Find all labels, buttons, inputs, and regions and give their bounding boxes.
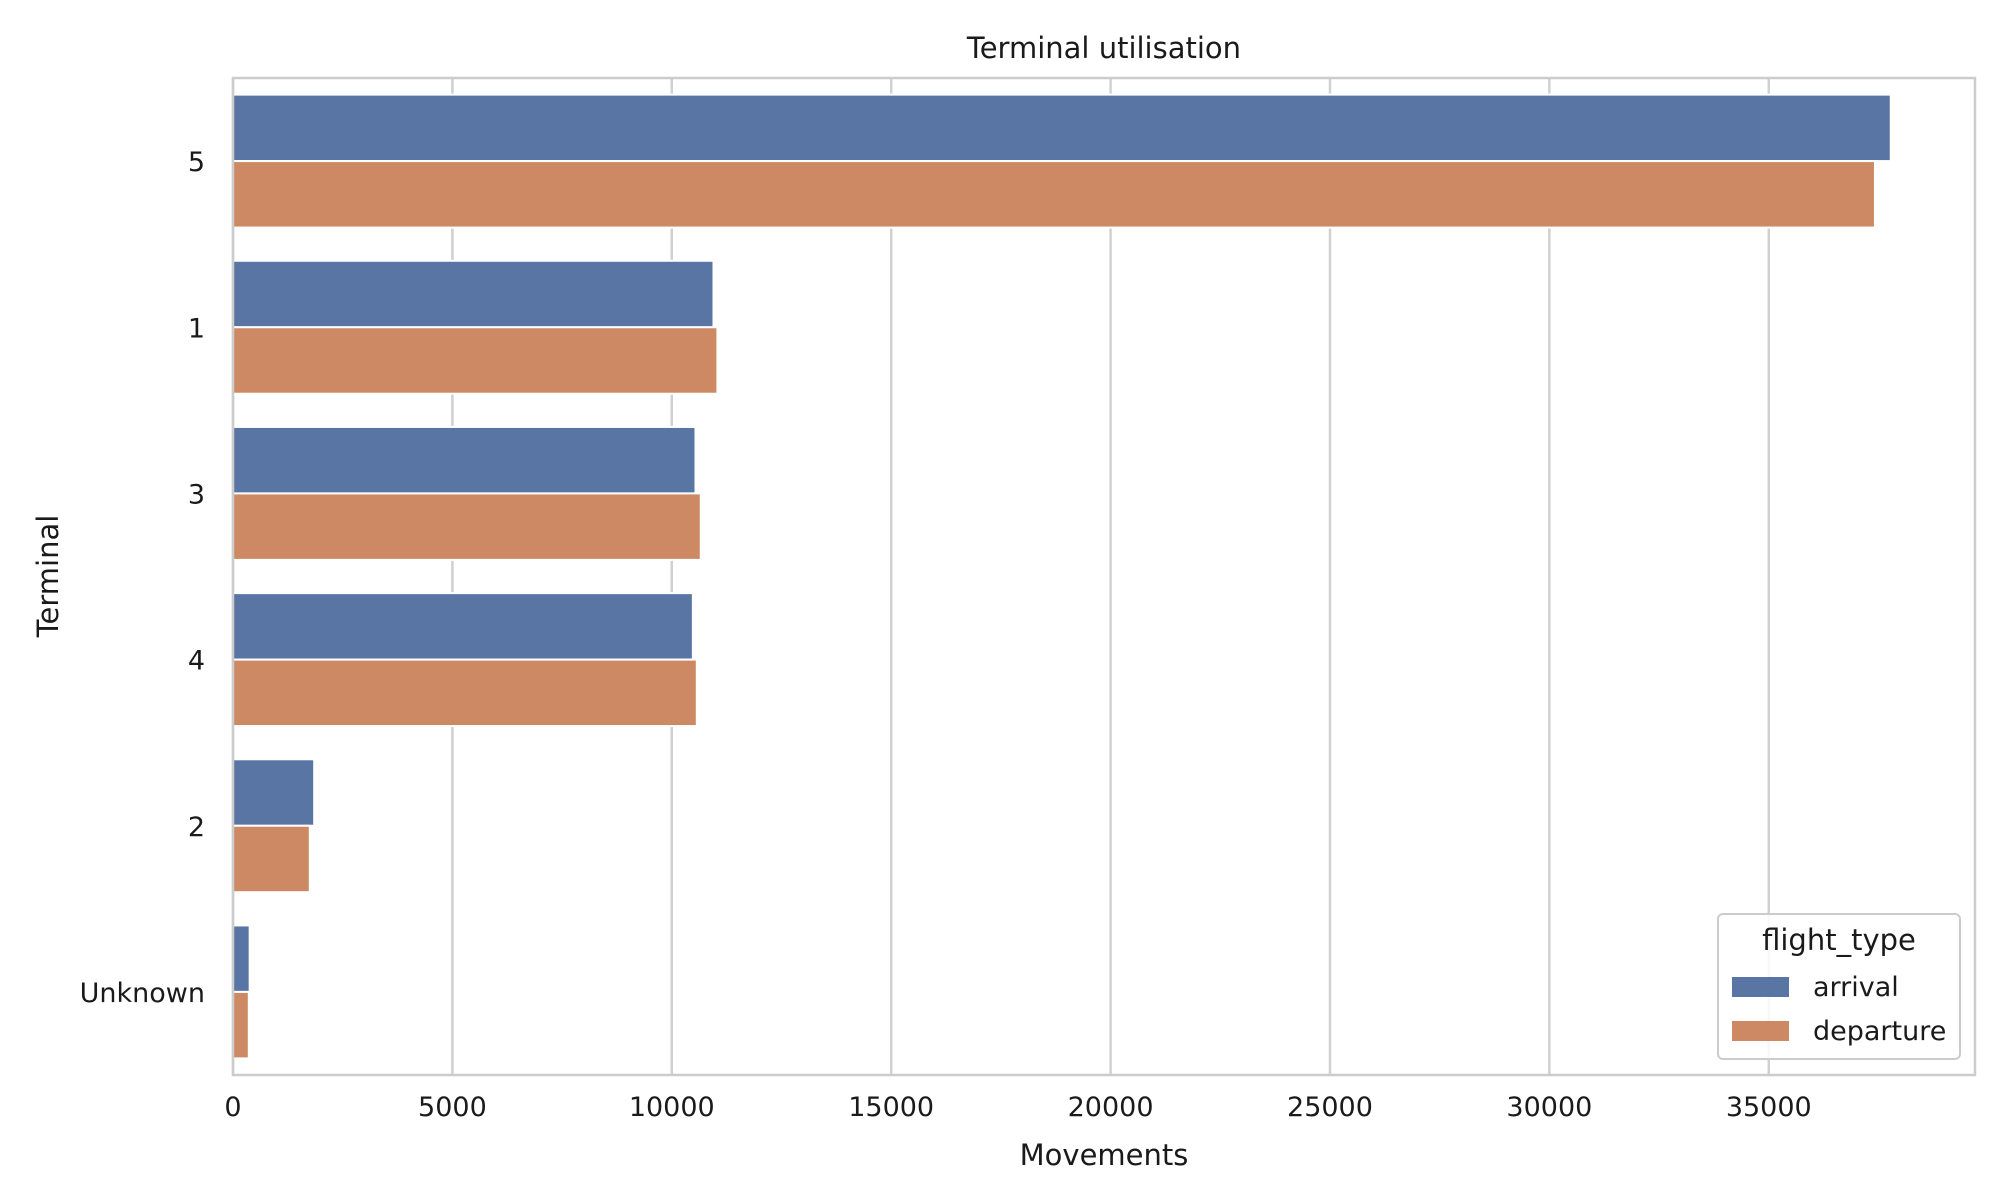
y-axis-label: Terminal: [31, 515, 65, 639]
bar-arrival-terminal-3: [232, 425, 697, 495]
legend-title: flight_type: [1762, 923, 1916, 957]
x-tick-label: 0: [224, 1092, 241, 1123]
legend-swatch-arrival: [1732, 977, 1789, 997]
legend-label-departure: departure: [1813, 1016, 1946, 1047]
legend-label-arrival: arrival: [1813, 972, 1899, 1003]
chart-title: Terminal utilisation: [966, 31, 1241, 65]
x-axis-label: Movements: [1020, 1138, 1189, 1172]
bar-arrival-terminal-4: [232, 592, 694, 661]
x-tick-label: 35000: [1726, 1092, 1812, 1123]
legend-swatch-departure: [1732, 1021, 1789, 1041]
bar-departure-terminal-unknown: [232, 990, 250, 1060]
x-tick-label: 15000: [848, 1092, 934, 1123]
x-tick-label: 10000: [629, 1092, 715, 1123]
y-tick-label: 3: [188, 479, 205, 510]
bar-departure-terminal-1: [232, 326, 719, 395]
bar-arrival-terminal-1: [232, 259, 715, 329]
y-tick-label: 1: [188, 313, 205, 344]
x-tick-label: 25000: [1287, 1092, 1373, 1123]
y-tick-label: Unknown: [80, 978, 205, 1009]
bar-arrival-terminal-2: [232, 758, 316, 827]
y-tick-label: 4: [188, 646, 205, 677]
y-tick-labels: 5 1 3 4 2 Unknown: [80, 147, 205, 1009]
x-tick-label: 30000: [1506, 1092, 1592, 1123]
x-tick-label: 5000: [418, 1092, 487, 1123]
bar-arrival-terminal-5: [232, 93, 1892, 163]
legend: flight_type arrival departure: [1717, 913, 1961, 1060]
bar-departure-terminal-4: [232, 658, 698, 728]
bar-arrival-terminal-unknown: [232, 924, 251, 993]
y-tick-label: 5: [188, 147, 205, 178]
x-tick-labels: 0 5000 10000 15000 20000 25000 30000 35000: [224, 1092, 1811, 1123]
bar-departure-terminal-5: [232, 160, 1876, 229]
y-tick-label: 2: [188, 812, 205, 843]
bar-departure-terminal-2: [232, 824, 311, 894]
bar-departure-terminal-3: [232, 492, 702, 561]
x-tick-label: 20000: [1068, 1092, 1154, 1123]
plot-frame: [231, 76, 1977, 1077]
